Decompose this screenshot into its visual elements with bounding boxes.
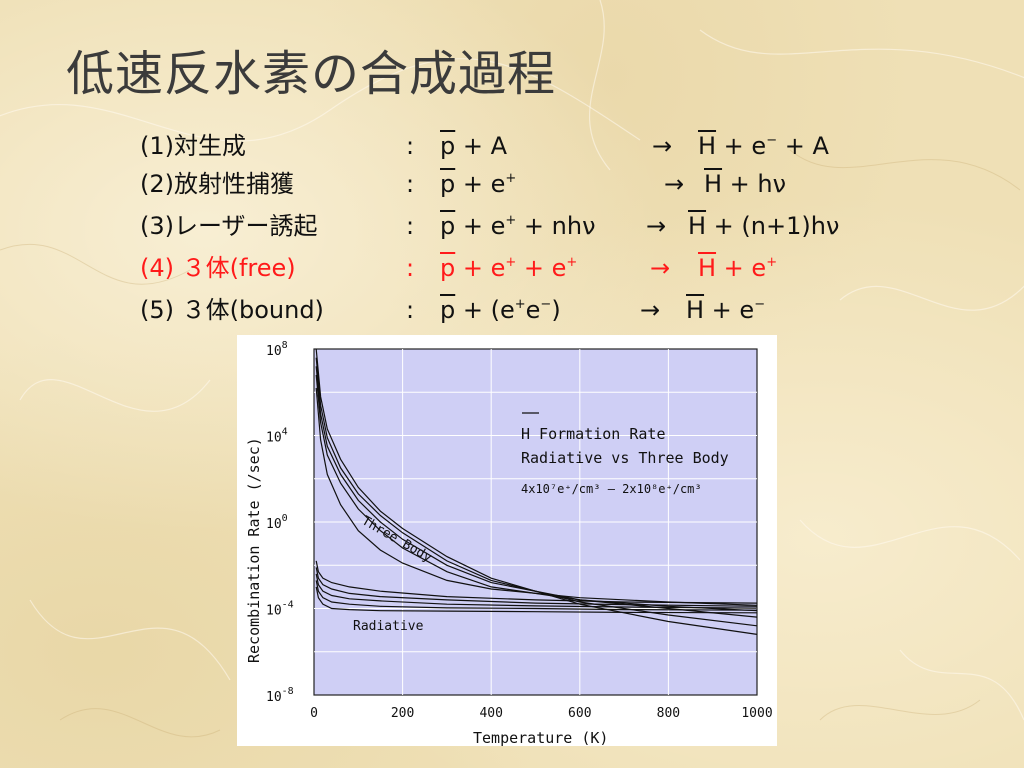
x-tick-label: 0 — [310, 706, 318, 721]
process-rhs: H + e− — [686, 296, 766, 324]
y-tick-label: 10-4 — [266, 600, 294, 619]
process-lhs: p + A — [440, 132, 508, 160]
process-lhs: p + e+ + nhν — [440, 212, 596, 240]
y-tick-label: 10-8 — [266, 686, 294, 705]
process-lhs: p + e+ — [440, 170, 517, 198]
process-rhs: H + e+ — [698, 254, 778, 282]
x-tick-label: 600 — [568, 706, 591, 721]
three_body-curve — [315, 387, 758, 606]
radiative-label: Radiative — [353, 619, 424, 634]
y-tick-labels: 108 104 100 10-4 10-8 — [266, 340, 294, 705]
process-lhs: p + (e+e−) — [440, 296, 561, 324]
y-tick-label: 100 — [266, 513, 288, 532]
colon: : — [406, 132, 415, 160]
chart-annotation: 4x10⁷e⁺/cm³ – 2x10⁸e⁺/cm³ — [521, 482, 702, 496]
x-tick-label: 200 — [391, 706, 414, 721]
arrow-icon: → — [652, 132, 673, 160]
x-tick-label: 1000 — [741, 706, 772, 721]
grid — [314, 349, 757, 695]
radiative-curve — [315, 586, 758, 614]
process-lhs: p + e+ + e+ — [440, 254, 578, 282]
y-tick-label: 108 — [266, 340, 288, 359]
radiative-curve — [315, 560, 758, 604]
x-tick-label: 400 — [479, 706, 502, 721]
slide-title: 低速反水素の合成過程 — [66, 46, 557, 102]
process-rhs: H + (n+1)hν — [688, 212, 840, 240]
radiative-curve — [315, 580, 758, 611]
radiative-curve — [315, 567, 758, 607]
x-tick-label: 800 — [657, 706, 680, 721]
colon: : — [406, 212, 415, 240]
colon: : — [406, 170, 415, 198]
curves — [315, 348, 758, 635]
chart-svg: 0 200 400 600 800 1000 108 104 100 10-4 10-8 Temp… — [245, 340, 773, 746]
colon: : — [406, 296, 415, 324]
arrow-icon: → — [640, 296, 661, 324]
radiative-curve — [315, 573, 758, 609]
arrow-icon: → — [646, 212, 667, 240]
y-tick-label: 104 — [266, 427, 288, 446]
arrow-icon: → — [650, 254, 671, 282]
chart-subtitle: Radiative vs Three Body — [521, 449, 729, 467]
process-label: (1)対生成 — [140, 132, 246, 160]
recombination-rate-chart: 0 200 400 600 800 1000 108 104 100 10-4 10-8 Temp… — [237, 335, 777, 746]
process-label: (4) ３体(free) — [140, 254, 296, 282]
x-tick-labels: 0 200 400 600 800 1000 — [310, 706, 773, 721]
process-label: (2)放射性捕獲 — [140, 170, 294, 198]
colon: : — [406, 254, 415, 282]
process-rhs: H + e− + A — [698, 132, 829, 160]
chart-title: H Formation Rate — [521, 425, 666, 443]
x-axis-label: Temperature (K) — [473, 729, 608, 746]
process-rhs: H + hν — [704, 170, 787, 198]
process-label: (3)レーザー誘起 — [140, 212, 318, 240]
y-axis-label: Recombination Rate (/sec) — [245, 437, 263, 663]
process-label: (5) ３体(bound) — [140, 296, 324, 324]
arrow-icon: → — [664, 170, 685, 198]
